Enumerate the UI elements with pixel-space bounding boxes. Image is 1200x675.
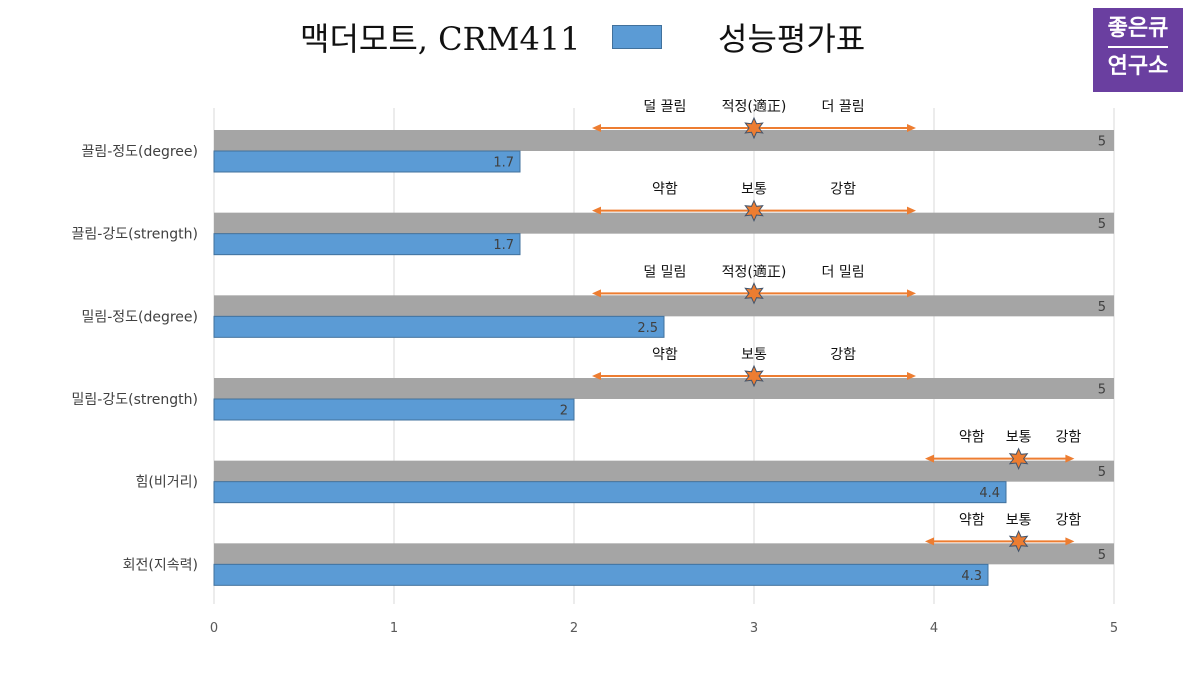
annotation-label-left: 덜 끌림 <box>643 99 686 115</box>
bar-max <box>214 212 1114 234</box>
data-label-max: 5 <box>1098 300 1106 315</box>
x-tick-label: 1 <box>390 621 398 636</box>
brand-logo-divider <box>1108 46 1168 48</box>
category-label: 끌림-강도(strength) <box>72 227 198 243</box>
annotation-label-left: 약함 <box>959 512 985 528</box>
data-label-max: 5 <box>1098 383 1106 398</box>
data-label-max: 5 <box>1098 135 1106 150</box>
data-label-value: 4.4 <box>979 486 1000 501</box>
data-label-max: 5 <box>1098 548 1106 563</box>
annotation-star <box>744 364 764 388</box>
annotation-arrowhead-left <box>925 537 934 546</box>
x-tick-label: 4 <box>930 621 938 636</box>
annotation-label-right: 더 밀림 <box>822 264 865 280</box>
bar-value <box>213 563 989 586</box>
bar-value <box>213 398 575 421</box>
annotation-label-right: 강함 <box>1056 430 1082 446</box>
data-label-max: 5 <box>1098 465 1106 480</box>
annotation-star <box>1008 447 1029 470</box>
annotation-label-left: 덜 밀림 <box>643 264 686 280</box>
brand-logo: 좋은큐 연구소 <box>1093 8 1183 92</box>
category-label: 밀림-강도(strength) <box>72 392 198 408</box>
data-label-max: 5 <box>1098 217 1106 232</box>
annotation-arrowhead-right <box>907 289 916 298</box>
category-label: 끌림-정도(degree) <box>81 144 198 160</box>
annotation-star <box>744 282 764 305</box>
bar-max <box>214 130 1114 151</box>
chart-title-main: 맥더모트, CRM411 <box>300 20 581 58</box>
annotation-label-left: 약함 <box>652 347 678 363</box>
annotation-arrowhead-left <box>592 206 601 215</box>
bar-max <box>214 543 1114 565</box>
annotation-label-right: 강함 <box>1056 512 1082 528</box>
data-label-value: 1.7 <box>493 156 514 171</box>
data-label-value: 1.7 <box>493 238 514 253</box>
annotation-label-left: 약함 <box>652 182 678 198</box>
chart-title: 맥더모트, CRM411 성능평가표 <box>0 10 1200 60</box>
x-tick-label: 5 <box>1110 621 1118 636</box>
data-label-value: 2.5 <box>637 321 658 336</box>
annotation-label-right: 강함 <box>830 347 856 363</box>
annotation-arrowhead-right <box>1065 537 1075 546</box>
annotation-star <box>744 116 764 140</box>
annotation-label-left: 약함 <box>959 430 985 446</box>
category-label: 회전(지속력) <box>123 557 198 573</box>
annotation-arrowhead-right <box>907 124 916 132</box>
annotation-arrowhead-left <box>592 124 601 132</box>
bar-value <box>213 150 521 173</box>
x-tick-label: 3 <box>750 621 758 636</box>
data-label-value: 2 <box>560 404 568 419</box>
annotation-label-right: 강함 <box>830 182 856 198</box>
category-label: 밀림-정도(degree) <box>81 309 198 325</box>
data-label-value: 4.3 <box>961 569 982 584</box>
annotation-label-mid: 보통 <box>1006 430 1032 446</box>
bar-max <box>214 295 1114 317</box>
annotation-label-right: 더 끌림 <box>822 99 865 115</box>
chart-title-sub: 성능평가표 <box>718 20 866 58</box>
bar-value <box>213 481 1007 504</box>
brand-logo-line2: 연구소 <box>1107 54 1169 79</box>
series-swatch <box>612 25 662 49</box>
category-label: 힘(비거리) <box>136 475 198 491</box>
annotation-label-mid: 보통 <box>741 182 767 198</box>
bar-value <box>213 315 665 338</box>
annotation-label-mid: 적정(適正) <box>722 98 787 115</box>
annotation-arrowhead-right <box>1065 454 1075 463</box>
bar-max <box>214 460 1114 482</box>
brand-logo-line1: 좋은큐 <box>1107 16 1169 41</box>
annotation-arrowhead-left <box>592 289 601 298</box>
x-tick-label: 0 <box>210 621 218 636</box>
annotation-arrowhead-right <box>907 372 916 380</box>
annotation-star <box>1008 530 1029 553</box>
annotation-arrowhead-right <box>907 206 916 215</box>
bar-max <box>214 378 1114 399</box>
annotation-arrowhead-left <box>592 372 601 380</box>
annotation-label-mid: 적정(適正) <box>722 263 787 280</box>
bar-value <box>213 233 521 256</box>
annotation-arrowhead-left <box>925 454 934 463</box>
annotation-label-mid: 보통 <box>1006 512 1032 528</box>
x-tick-label: 2 <box>570 621 578 636</box>
annotation-label-mid: 보통 <box>741 347 767 363</box>
annotation-star <box>744 199 764 222</box>
